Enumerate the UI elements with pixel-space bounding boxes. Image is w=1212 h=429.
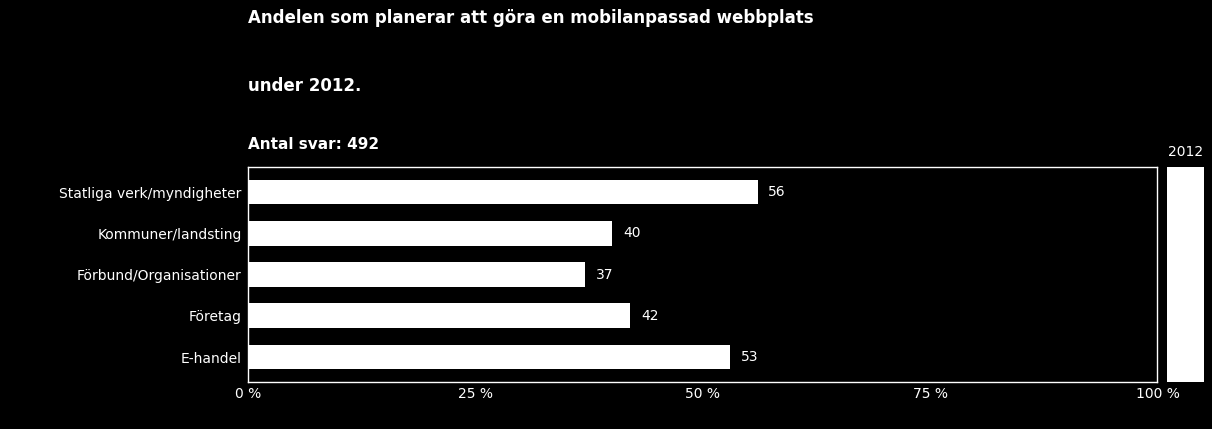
Text: under 2012.: under 2012. [248,77,362,95]
Bar [248,262,584,287]
Text: Andelen som planerar att göra en mobilanpassad webbplats: Andelen som planerar att göra en mobilan… [248,9,814,27]
Bar [248,221,612,246]
Text: 42: 42 [641,309,658,323]
Bar [248,303,630,328]
Text: 37: 37 [596,268,613,281]
Text: Antal svar: 492: Antal svar: 492 [248,137,379,152]
Text: 56: 56 [768,185,787,199]
Text: 2012: 2012 [1168,145,1202,159]
Bar [248,180,758,205]
Text: 40: 40 [623,227,640,240]
Text: 53: 53 [741,350,759,364]
Bar [248,344,730,369]
